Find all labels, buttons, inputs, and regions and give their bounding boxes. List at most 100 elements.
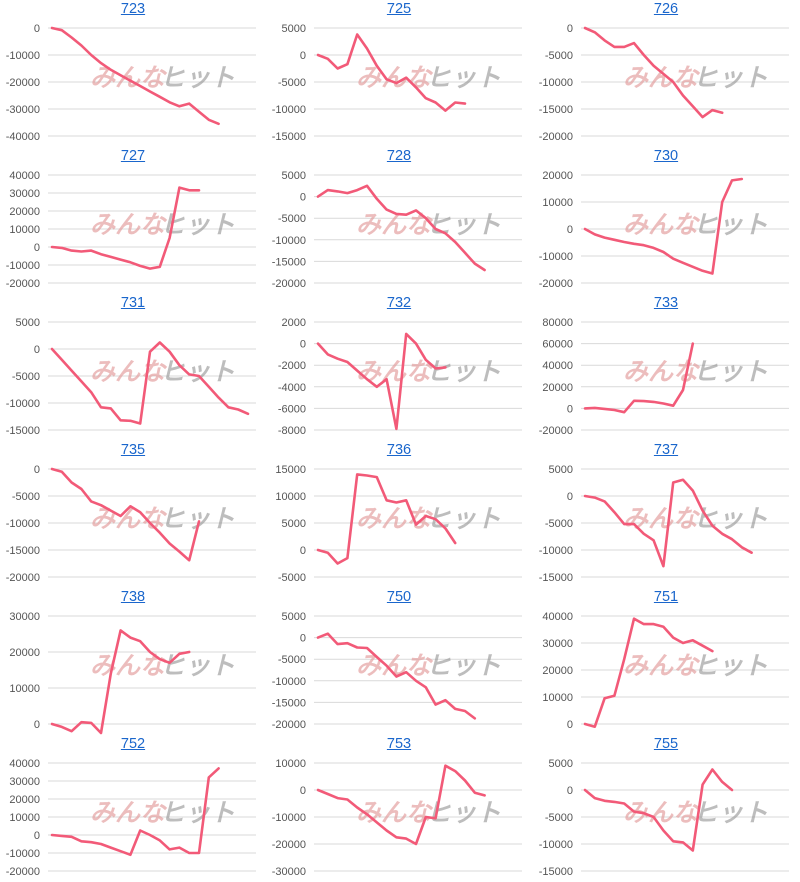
y-tick-label: -20000 [6,278,40,290]
series-line [50,767,220,857]
y-tick-label: 10000 [9,224,40,236]
y-tick-label: 60000 [542,339,573,351]
chart-title-link[interactable]: 736 [386,442,412,458]
chart-title-link[interactable]: 750 [386,589,412,605]
y-tick-label: 30000 [9,776,40,788]
y-tick-label: 20000 [9,794,40,806]
series-line [50,467,201,562]
y-tick-label: 0 [300,785,306,797]
y-tick-label: -10000 [272,812,306,824]
y-tick-label: -20000 [272,278,306,290]
chart-title-link[interactable]: 730 [653,148,679,164]
series-line [583,26,724,119]
chart-title-link[interactable]: 723 [120,1,146,17]
series-line [583,478,753,568]
y-tick-label: 10000 [275,758,306,770]
y-tick-label: -10000 [539,77,573,89]
chart-title-link[interactable]: 751 [653,589,679,605]
y-tick-label: -10000 [272,235,306,247]
y-tick-label: -8000 [278,425,306,437]
series-line [316,632,477,720]
chart-title-link[interactable]: 728 [386,148,412,164]
chart-panel: 752 40000 30000 20000 10000 0 -10000 -20000 みんなヒ… [0,735,266,882]
y-tick-label: 0 [34,242,40,254]
y-tick-label: 30000 [9,611,40,623]
y-tick-label: 40000 [9,170,40,182]
y-tick-label: 5000 [549,464,573,476]
y-tick-label: 0 [34,719,40,731]
y-tick-label: 40000 [9,758,40,770]
y-tick-label: -5000 [12,371,40,383]
svg-text:ヒット: ヒット [160,651,235,680]
y-tick-label: 0 [300,50,306,62]
y-tick-label: -15000 [539,104,573,116]
series-line [583,342,695,414]
y-tick-label: 40000 [542,360,573,372]
svg-text:ヒット: ヒット [160,357,235,386]
chart-panel: 736 15000 10000 5000 0 -5000 みんな ヒット [266,441,532,588]
y-tick-label: -5000 [278,654,306,666]
y-tick-label: -15000 [272,256,306,268]
y-tick-label: -10000 [6,398,40,410]
chart-panel: 738 30000 20000 10000 0 みんな ヒット [0,588,266,735]
y-tick-label: -20000 [6,77,40,89]
chart-title-link[interactable]: 731 [120,295,146,311]
svg-text:みんな: みんな [356,63,434,92]
chart-panel: 753 10000 0 -10000 -20000 -30000 みんな ヒット [266,735,532,882]
series-line [50,186,201,270]
chart-title-link[interactable]: 726 [653,1,679,17]
chart-title-link[interactable]: 727 [120,148,146,164]
y-tick-label: -15000 [6,425,40,437]
chart-title-link[interactable]: 753 [386,736,412,752]
y-tick-label: 20000 [542,665,573,677]
y-tick-label: -5000 [278,572,306,584]
chart-title-link[interactable]: 725 [386,1,412,17]
y-tick-label: 80000 [542,317,573,329]
y-tick-label: -10000 [539,839,573,851]
svg-text:ヒット: ヒット [426,357,501,386]
y-tick-label: -5000 [545,50,573,62]
svg-text:みんな: みんな [623,651,701,680]
chart-panel: 730 20000 10000 0 -10000 -20000 みんな ヒット [533,147,799,294]
chart-title-link[interactable]: 732 [386,295,412,311]
svg-text:みんな: みんな [356,357,434,386]
series-line [50,26,220,126]
svg-text:ヒット: ヒット [160,63,235,92]
y-tick-label: 5000 [549,758,573,770]
y-tick-label: 10000 [9,812,40,824]
y-tick-label: 5000 [282,170,306,182]
y-tick-label: -20000 [539,425,573,437]
svg-text:ヒット: ヒット [693,651,768,680]
svg-text:ヒット: ヒット [160,798,235,827]
y-tick-label: -20000 [539,278,573,290]
chart-title-link[interactable]: 733 [653,295,679,311]
svg-text:ヒット: ヒット [426,651,501,680]
svg-text:みんな: みんな [356,798,434,827]
y-tick-label: 0 [567,224,573,236]
y-tick-label: 5000 [282,611,306,623]
chart-title-link[interactable]: 737 [653,442,679,458]
chart-title-link[interactable]: 738 [120,589,146,605]
y-tick-label: 20000 [9,647,40,659]
y-tick-label: 30000 [542,638,573,650]
y-tick-label: 0 [567,403,573,415]
y-tick-label: 0 [300,545,306,557]
chart-title-link[interactable]: 752 [120,736,146,752]
svg-text:ヒット: ヒット [693,798,768,827]
chart-title-link[interactable]: 735 [120,442,146,458]
chart-panel: 725 5000 0 -5000 -10000 -15000 みんな ヒット [266,0,532,147]
y-tick-label: 30000 [9,188,40,200]
y-tick-label: 5000 [282,518,306,530]
y-tick-label: -20000 [272,839,306,851]
y-tick-label: -6000 [278,403,306,415]
chart-title-link[interactable]: 755 [653,736,679,752]
